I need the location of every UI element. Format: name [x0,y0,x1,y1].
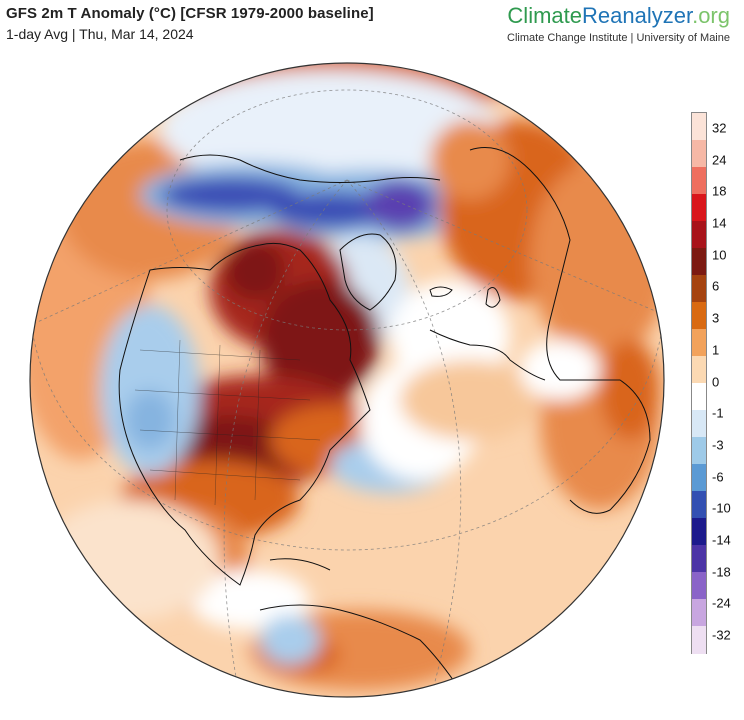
colorbar-segment [692,356,706,384]
colorbar-segment [692,383,706,411]
colorbar-label: -6 [712,469,724,485]
colorbar-segment [692,194,706,222]
colorbar-segment [692,491,706,519]
colorbar-segment [692,329,706,357]
colorbar-label: -32 [712,627,731,643]
colorbar-label: 10 [712,247,727,263]
colorbar-segment [692,167,706,195]
colorbar-label: 24 [712,152,727,168]
colorbar-segment [692,275,706,303]
brand-part-1: Climate [507,3,582,28]
colorbar-label: -10 [712,500,731,516]
map-title: GFS 2m T Anomaly (°C) [CFSR 1979-2000 ba… [6,5,374,22]
graticule [30,63,664,697]
colorbar-label: 14 [712,215,727,231]
colorbar-segment [692,572,706,600]
state-borders [134,339,321,506]
colorbar-label: -14 [712,532,731,548]
map-subtitle: 1-day Avg | Thu, Mar 14, 2024 [6,26,194,42]
colorbar-segment [692,626,706,654]
colorbar-label: 32 [712,120,727,136]
colorbar-segment [692,221,706,249]
coastlines [118,147,651,691]
colorbar-segment [692,599,706,627]
colorbar-label: 3 [712,310,720,326]
colorbar-segment [692,248,706,276]
colorbar-segment [692,302,706,330]
brand-name: ClimateReanalyzer.org [507,4,730,28]
colorbar-label: 0 [712,374,720,389]
colorbar-label: 18 [712,183,727,199]
colorbar-segment [692,545,706,573]
colorbar-label: -1 [712,405,724,421]
colorbar-segment [692,437,706,465]
colorbar-segment [692,113,706,141]
brand-logo[interactable]: ClimateReanalyzer.org Climate Change Ins… [507,4,730,45]
colorbar-label: -18 [712,564,731,580]
colorbar-segment [692,464,706,492]
colorbar-segment [692,140,706,168]
colorbar-label: -24 [712,595,731,611]
globe-outline [29,62,665,698]
brand-part-3: .org [692,3,730,28]
brand-part-2: Reanalyzer [582,3,693,28]
brand-subline: Climate Change Institute | University of… [507,32,730,44]
colorbar-label: 6 [712,278,720,294]
colorbar [691,112,707,654]
colorbar-segment [692,518,706,546]
colorbar-label: 1 [712,342,720,358]
colorbar-label: -3 [712,437,724,453]
colorbar-segment [692,410,706,438]
